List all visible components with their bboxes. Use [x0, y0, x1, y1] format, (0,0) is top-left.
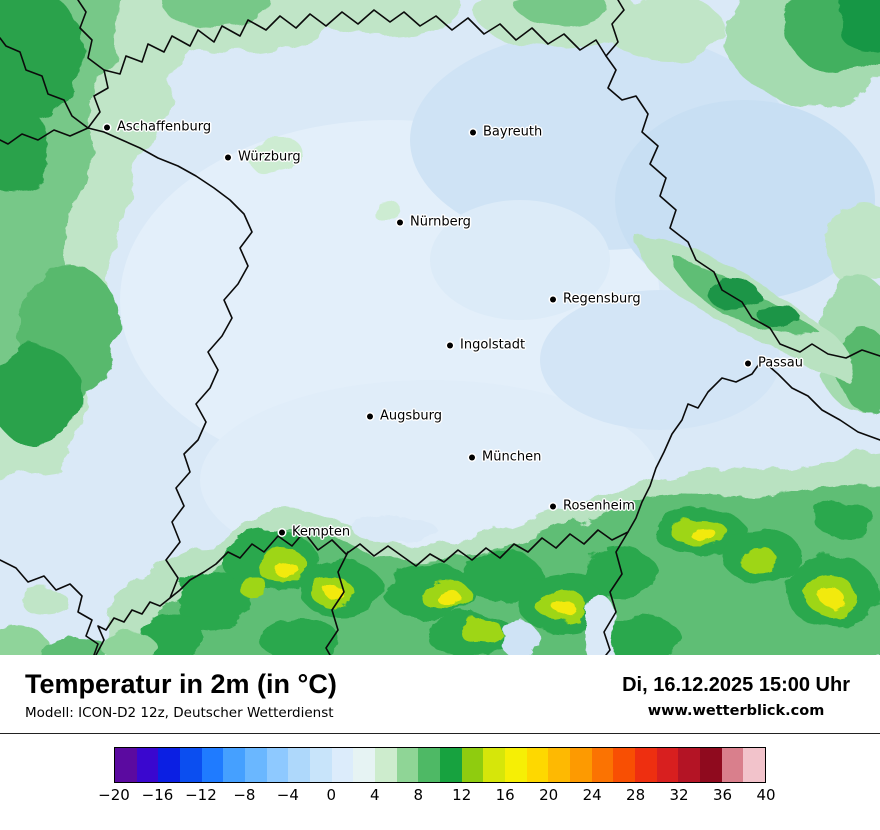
legend-tick-label: 16 [495, 786, 515, 804]
city-marker: München [469, 450, 541, 465]
legend-tick-label: −8 [233, 786, 256, 804]
temperature-legend: −20 −16 −12 −8 −4 0 4 8 12 16 20 24 28 32 36 40 [0, 747, 880, 808]
legend-tick-label: −4 [276, 786, 299, 804]
legend-tick-label: 4 [370, 786, 380, 804]
city-label: Bayreuth [483, 124, 543, 140]
city-label: Rosenheim [563, 498, 635, 514]
legend-color-segment [721, 748, 744, 782]
city-label: Würzburg [238, 149, 301, 165]
city-dot-icon [104, 124, 110, 130]
city-marker: Bayreuth [470, 125, 542, 140]
legend-tick-label: −20 [98, 786, 130, 804]
legend-color-segment [440, 748, 462, 782]
legend-color-segment [201, 748, 224, 782]
city-marker: Kempten [279, 525, 350, 540]
city-dot-icon [279, 529, 285, 535]
legend-color-segment [288, 748, 311, 782]
legend-color-segment [180, 748, 202, 782]
legend-color-segment [700, 748, 722, 782]
legend-color-segment [656, 748, 679, 782]
legend-color-segment [548, 748, 571, 782]
legend-color-segment [245, 748, 267, 782]
legend-color-segment [678, 748, 701, 782]
info-left: Temperatur in 2m (in °C) Modell: ICON-D2… [25, 669, 337, 722]
legend-color-segment [461, 748, 484, 782]
city-marker: Rosenheim [550, 499, 635, 514]
legend-color-segment [158, 748, 181, 782]
city-marker: Passau [745, 356, 803, 371]
city-dot-icon [397, 219, 403, 225]
city-label: Aschaffenburg [117, 119, 212, 135]
model-info: Modell: ICON-D2 12z, Deutscher Wetterdie… [25, 705, 334, 721]
legend-color-segment [570, 748, 592, 782]
legend-color-segment [266, 748, 289, 782]
legend-tick-label: 40 [756, 786, 776, 804]
legend-color-segment [591, 748, 614, 782]
map-title: Temperatur in 2m (in °C) [25, 669, 337, 699]
legend-tick-label: −12 [185, 786, 217, 804]
legend-tick-label: 28 [626, 786, 646, 804]
temperature-map-svg [0, 0, 880, 655]
city-marker: Ingolstadt [447, 338, 525, 353]
border-lines [0, 0, 880, 655]
city-layer: Aschaffenburg Würzburg Bayreuth Nürnberg… [104, 120, 803, 540]
city-label: Nürnberg [410, 214, 471, 230]
legend-color-segment [331, 748, 354, 782]
legend-tick-label: 20 [539, 786, 559, 804]
greens-southwest-corner [0, 590, 158, 655]
legend-color-segment [526, 748, 549, 782]
info-right: Di, 16.12.2025 15:00 Uhr www.wetterblick… [622, 669, 850, 720]
city-marker: Aschaffenburg [104, 120, 211, 135]
city-label: Regensburg [563, 291, 641, 307]
legend-tick-label: −16 [141, 786, 174, 804]
city-label: Augsburg [380, 408, 443, 424]
city-label: Passau [758, 355, 803, 371]
legend-color-segment [613, 748, 636, 782]
info-bar: Temperatur in 2m (in °C) Modell: ICON-D2… [0, 655, 880, 733]
city-label: München [482, 449, 542, 465]
city-dot-icon [447, 342, 453, 348]
city-dot-icon [550, 296, 556, 302]
legend-color-segment [396, 748, 419, 782]
legend-color-segment [375, 748, 397, 782]
city-marker: Regensburg [550, 292, 641, 307]
legend-tick-label: 32 [669, 786, 689, 804]
legend-colorbar [114, 747, 766, 783]
city-marker: Nürnberg [397, 215, 471, 230]
legend-tick-label: 0 [326, 786, 337, 804]
legend-color-segment [353, 748, 376, 782]
legend-color-segment [223, 748, 246, 782]
city-label: Kempten [292, 524, 351, 540]
legend-tick-label: 8 [413, 786, 424, 804]
city-dot-icon [367, 413, 373, 419]
legend-color-segment [483, 748, 506, 782]
legend-color-segment [505, 748, 527, 782]
legend-color-segment [136, 748, 159, 782]
greens-east-ridge [634, 235, 852, 382]
legend-color-segment [635, 748, 657, 782]
city-marker: Augsburg [367, 409, 442, 424]
legend-tick-label: 24 [582, 786, 602, 804]
website-url: www.wetterblick.com [647, 703, 825, 719]
legend-tick-label: 12 [452, 786, 472, 804]
legend-color-segment [743, 748, 766, 782]
legend-tick-labels: −20 −16 −12 −8 −4 0 4 8 12 16 20 24 28 32 36 40 [98, 786, 775, 808]
legend-color-segment [418, 748, 441, 782]
city-dot-icon [550, 503, 556, 509]
weather-map-page: Aschaffenburg Würzburg Bayreuth Nürnberg… [0, 0, 880, 808]
city-dot-icon [469, 454, 475, 460]
city-dot-icon [745, 360, 751, 366]
city-label: Ingolstadt [460, 337, 526, 353]
legend-color-segment [115, 748, 137, 782]
city-dot-icon [225, 154, 231, 160]
legend-tick-label: 36 [712, 786, 733, 804]
temperature-map: Aschaffenburg Würzburg Bayreuth Nürnberg… [0, 0, 880, 655]
city-marker: Würzburg [225, 150, 301, 165]
legend-color-segment [310, 748, 332, 782]
divider-line [0, 733, 880, 734]
forecast-datetime: Di, 16.12.2025 15:00 Uhr [622, 674, 850, 696]
city-dot-icon [470, 129, 476, 135]
greens-northwest-north [0, 0, 880, 479]
